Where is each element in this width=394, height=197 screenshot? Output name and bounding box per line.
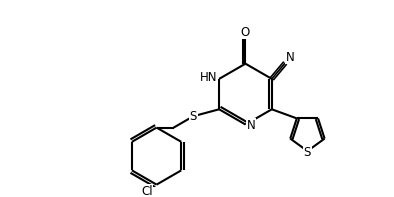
Text: N: N (246, 119, 255, 132)
Text: S: S (304, 146, 311, 159)
Text: N: N (286, 51, 294, 64)
Text: Cl: Cl (141, 185, 153, 197)
Text: HN: HN (200, 72, 217, 85)
Text: S: S (190, 110, 197, 123)
Text: O: O (241, 26, 250, 39)
